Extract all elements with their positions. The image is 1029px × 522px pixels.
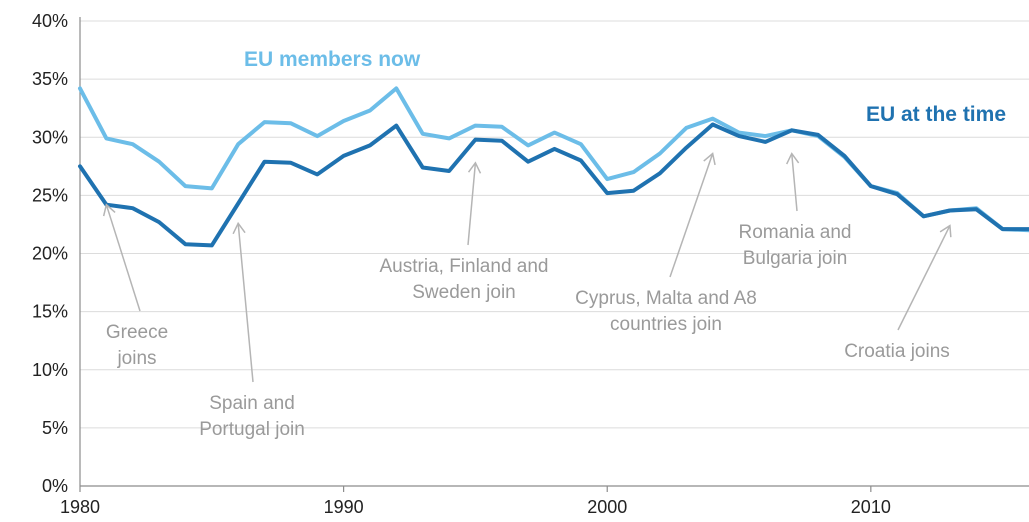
annotation-label-line: Austria, Finland and	[380, 256, 549, 277]
gridlines	[80, 20, 1029, 429]
axes: 0% 5% 10% 15% 20% 25% 30% 35% 40% 1980 1990 2000 201…	[32, 11, 1029, 517]
annotation-arrow-line	[791, 153, 798, 212]
annotation-label-line: Portugal join	[199, 419, 305, 440]
series-label-eu-at-the-time: EU at the time	[866, 103, 1006, 126]
series-line-eu-at-the-time	[78, 122, 1029, 248]
y-tick-label: 30%	[32, 127, 68, 147]
annotation-arrow-line	[669, 153, 714, 278]
y-tick-label: 40%	[32, 11, 68, 31]
annotation-romania-and-bulgaria-join: Romania and Bulgaria join	[738, 152, 852, 269]
y-tick-label: 5%	[42, 418, 68, 438]
annotation-label-line: Spain and	[209, 393, 295, 414]
annotation-label: Croatia joins	[844, 341, 950, 362]
series-lines	[78, 86, 1029, 248]
annotation-arrow-line	[897, 225, 951, 331]
annotation-greece-joins: Greece joins	[102, 203, 168, 369]
annotation-arrow-line	[105, 204, 141, 312]
annotation-label-line: Romania and	[738, 222, 851, 243]
annotation-arrow-line	[467, 162, 477, 246]
y-tick-label: 20%	[32, 244, 68, 264]
annotation-spain-and-portugal-join: Spain and Portugal join	[199, 221, 305, 440]
annotation-arrowhead	[232, 221, 246, 235]
annotation-label-line: Sweden join	[412, 282, 516, 303]
annotation-cyprus-malta-and-a8-countries-join: Cyprus, Malta and A8 countries join	[575, 152, 757, 335]
series-labels: EU members now EU at the time	[244, 48, 1006, 126]
annotation-label: Romania and Bulgaria join	[738, 222, 851, 269]
x-tick-label: 2000	[587, 497, 627, 517]
series-label-eu-members-now: EU members now	[244, 48, 421, 71]
y-tick-label: 0%	[42, 476, 68, 496]
annotation-label: Greece joins	[106, 322, 168, 369]
annotation-label: Spain and Portugal join	[199, 393, 305, 440]
annotation-label-line: Greece	[106, 322, 168, 343]
annotation-label-line: Bulgaria join	[743, 248, 848, 269]
annotation-label-line: Cyprus, Malta and A8	[575, 288, 757, 309]
y-tick-label: 10%	[32, 360, 68, 380]
y-tick-label: 25%	[32, 185, 68, 205]
annotation-arrowhead	[703, 152, 716, 166]
annotation-arrow-line	[237, 223, 254, 383]
annotation-label-line: countries join	[610, 314, 722, 335]
annotation-arrowhead	[102, 203, 116, 217]
annotation-label-line: Croatia joins	[844, 341, 950, 362]
annotation-label: Austria, Finland and Sweden join	[380, 256, 549, 303]
annotations: Greece joins Spain and Portugal join Austria…	[102, 152, 952, 440]
y-tick-label: 35%	[32, 69, 68, 89]
y-tick-label: 15%	[32, 302, 68, 322]
annotation-label: Cyprus, Malta and A8 countries join	[575, 288, 757, 335]
x-tick-label: 2010	[851, 497, 891, 517]
annotation-croatia-joins: Croatia joins	[844, 224, 952, 362]
annotation-austria-finland-and-sweden-join: Austria, Finland and Sweden join	[380, 161, 549, 303]
x-tick-label: 1990	[324, 497, 364, 517]
annotation-arrowhead	[786, 152, 800, 165]
annotation-arrowhead	[939, 224, 952, 238]
annotation-label-line: joins	[116, 348, 156, 369]
annotation-arrowhead	[467, 161, 482, 174]
x-tick-label: 1980	[60, 497, 100, 517]
